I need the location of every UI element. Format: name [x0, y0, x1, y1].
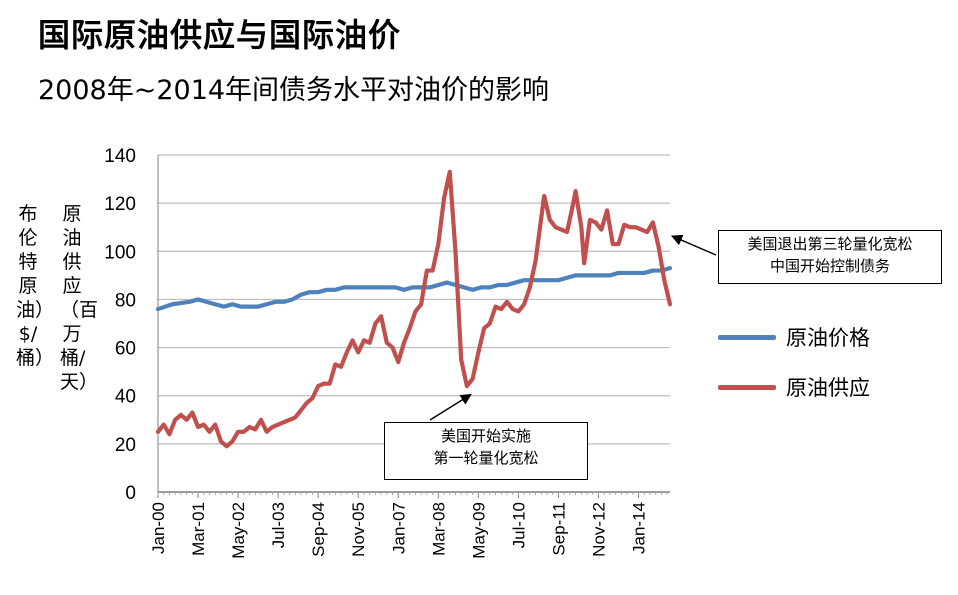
series-line-price: [155, 266, 673, 312]
annotation-arrow-qe1: [429, 393, 472, 421]
page-subtitle: 2008年~2014年间债务水平对油价的影响: [38, 75, 550, 106]
y-tick-label: 140: [104, 146, 136, 167]
gridlines: [158, 154, 670, 445]
series-lines: [155, 169, 673, 449]
legend-label-price: 原油价格: [786, 326, 870, 350]
y-tick-label: 60: [115, 339, 136, 360]
page-title: 国际原油供应与国际油价: [38, 16, 402, 54]
annotation-arrows: [429, 234, 717, 421]
x-tick-label: Mar-01: [189, 502, 208, 556]
legend-item-supply: 原油供应: [718, 372, 870, 402]
x-tick-label: Mar-08: [429, 502, 448, 556]
x-tick-label: Jan-14: [630, 502, 649, 554]
y-tick-label: 120: [104, 194, 136, 215]
y-tick-label: 40: [115, 387, 136, 408]
legend-item-price: 原油价格: [718, 322, 870, 352]
x-tick-label: Jan-00: [149, 502, 168, 554]
legend-label-supply: 原油供应: [786, 376, 870, 400]
series-line-supply: [155, 169, 673, 449]
y-tick-label: 80: [115, 290, 136, 311]
legend-swatch-supply: [718, 384, 776, 390]
x-tick-label: Jan-07: [389, 502, 408, 554]
x-tick-label: Nov-12: [589, 502, 608, 557]
x-tick-label: Sep-04: [309, 502, 328, 557]
annotation-qe3-line2: 中国开始控制债务: [769, 257, 890, 275]
annotation-qe1-line2: 第一轮量化宽松: [433, 449, 539, 467]
y-tick-label: 0: [125, 483, 136, 504]
y-tick-label: 20: [115, 435, 136, 456]
axes: 0 20 40 60 80 100 120 140 Jan-00 Mar-01 May-02 Jul-…: [104, 146, 670, 559]
y-tick-label: 100: [104, 242, 136, 263]
annotation-qe1-start: 美国开始实施 第一轮量化宽松: [384, 422, 588, 480]
annotation-qe3-exit: 美国退出第三轮量化宽松 中国开始控制债务: [718, 230, 942, 284]
x-tick-label: May-09: [469, 502, 488, 559]
annotation-qe1-line1: 美国开始实施: [440, 427, 531, 445]
x-tick-label: Jul-10: [509, 502, 528, 548]
x-tick-label: Sep-11: [549, 502, 568, 556]
annotation-arrow-qe3: [670, 234, 717, 256]
x-tick-label: May-02: [229, 502, 248, 559]
legend-swatch-price: [718, 334, 776, 340]
x-tick-label: Jul-03: [269, 502, 288, 548]
x-tick-label: Nov-05: [349, 502, 368, 557]
annotation-qe3-line1: 美国退出第三轮量化宽松: [747, 235, 913, 253]
